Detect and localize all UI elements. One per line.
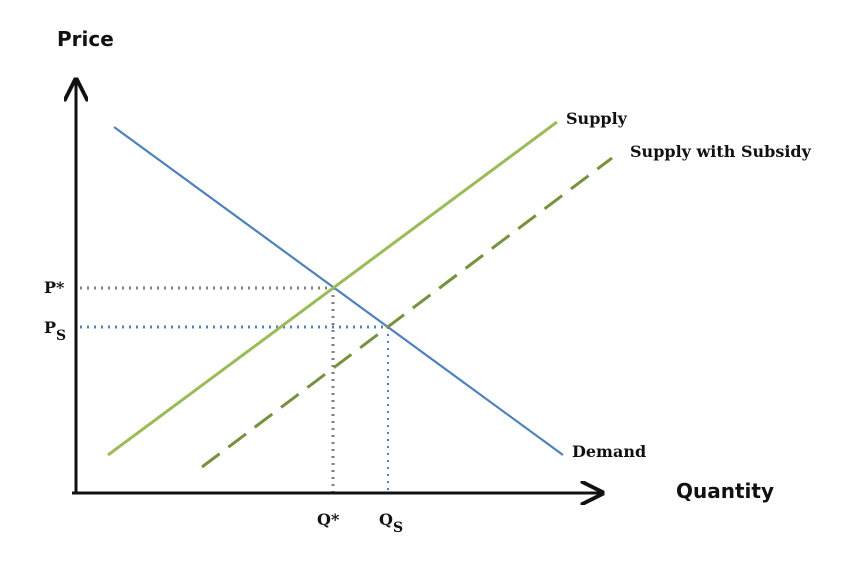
q-s-label: QS bbox=[379, 510, 403, 536]
supply-with-subsidy-label: Supply with Subsidy bbox=[630, 142, 812, 161]
demand-curve bbox=[113, 126, 564, 456]
q-s-label-subscript: S bbox=[393, 520, 403, 536]
p-s-label-main: P bbox=[44, 318, 56, 337]
x-axis-title: Quantity bbox=[676, 479, 774, 503]
q-s-label-main: Q bbox=[379, 510, 393, 529]
y-axis-title: Price bbox=[57, 27, 114, 51]
p-s-label-subscript: S bbox=[56, 328, 66, 344]
supply-curve bbox=[107, 120, 558, 457]
p-s-label: PS bbox=[44, 318, 66, 344]
supply-label: Supply bbox=[566, 109, 628, 128]
q-star-label: Q* bbox=[317, 510, 340, 529]
p-star-label: P* bbox=[44, 278, 65, 297]
demand-label: Demand bbox=[572, 442, 646, 461]
supply-with-subsidy-curve bbox=[201, 156, 613, 469]
